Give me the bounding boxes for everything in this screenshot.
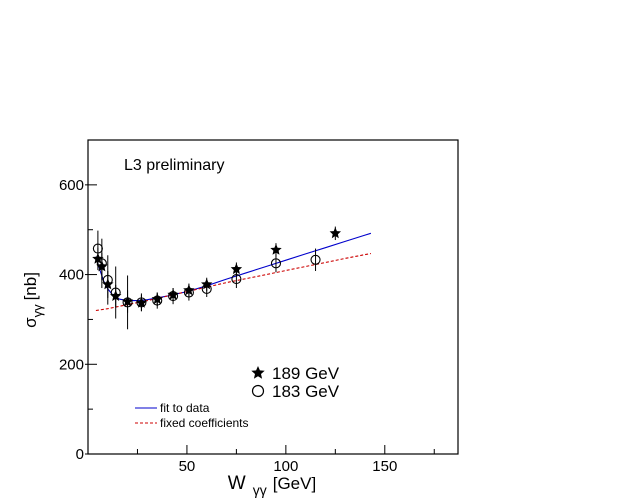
annotation-l3-preliminary: L3 preliminary	[124, 157, 224, 174]
legend-star-icon	[251, 366, 265, 379]
point-183-gev	[122, 297, 133, 308]
y-axis-label-unit: [nb]	[21, 272, 40, 300]
point-183-gev	[92, 243, 103, 254]
point-183-gev	[201, 283, 212, 294]
curve-fit-to-data	[95, 232, 372, 302]
legend-label-183: 183 GeV	[272, 382, 340, 401]
x-tick-label: 50	[179, 458, 196, 475]
point-183-gev	[110, 287, 121, 298]
point-189-gev	[230, 263, 243, 275]
y-axis-label: σγγ [nb]	[21, 272, 45, 328]
point-183-gev	[96, 258, 107, 269]
y-tick-label: 0	[76, 446, 84, 463]
legend-lines: fit to data fixed coefficients	[135, 401, 249, 430]
point-183-gev	[136, 297, 147, 308]
point-189-gev	[270, 243, 282, 255]
y-axis-label-sub: γγ	[30, 304, 45, 318]
x-tick-label: 150	[372, 458, 397, 475]
legend-label-fixed: fixed coefficients	[160, 416, 249, 430]
legend-label-189: 189 GeV	[272, 364, 340, 383]
point-183-gev	[152, 295, 163, 306]
y-axis-label-main: σ	[21, 317, 40, 328]
x-tick-label: 100	[273, 458, 298, 475]
point-189-gev	[329, 227, 341, 239]
data-points	[92, 226, 341, 330]
point-183-gev	[231, 274, 242, 285]
plot-frame	[87, 139, 459, 455]
x-axis-label-unit: [GeV]	[273, 474, 316, 493]
point-183-gev	[102, 274, 113, 286]
point-183-gev	[168, 291, 179, 302]
legend-circle-icon	[251, 384, 265, 398]
x-axis: 50 100 150	[136, 445, 435, 475]
legend-markers: 189 GeV 183 GeV	[251, 364, 340, 401]
y-tick-label: 600	[59, 177, 84, 194]
x-axis-label-sub: γγ	[253, 482, 267, 498]
y-tick-label: 200	[59, 356, 84, 373]
point-183-gev	[270, 258, 282, 269]
curve-fixed-coefficients	[95, 252, 372, 312]
y-axis: 0 200 400 600	[59, 177, 97, 463]
point-183-gev	[310, 254, 321, 265]
svg-text:σγγ[nb]: σγγ [nb]	[21, 272, 45, 328]
point-183-gev	[183, 287, 194, 298]
y-tick-label: 400	[59, 267, 84, 284]
legend-label-fit: fit to data	[160, 401, 210, 415]
x-axis-label-main: W	[228, 473, 246, 494]
